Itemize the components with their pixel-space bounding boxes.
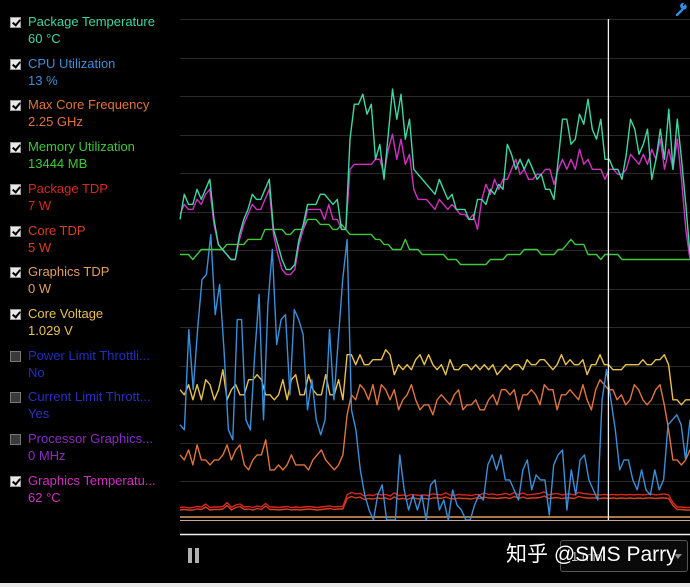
legend-label: Power Limit Throttli... xyxy=(28,347,150,363)
legend-checkbox[interactable] xyxy=(10,434,21,445)
legend-item[interactable]: Processor Graphics... 0 MHz xyxy=(10,429,175,469)
legend-value: 0 W xyxy=(28,281,52,297)
legend-value: Yes xyxy=(28,406,50,422)
legend-label: Graphics Temperatu... xyxy=(28,472,156,488)
legend-item[interactable]: Current Limit Thrott... Yes xyxy=(10,387,175,427)
legend-label: Memory Utilization xyxy=(28,139,135,155)
time-range-dropdown[interactable]: 1 min xyxy=(560,540,688,572)
pause-icon-bar-left xyxy=(188,548,192,563)
legend-checkbox[interactable] xyxy=(10,267,21,279)
series-line-max-core-frequency xyxy=(179,379,690,471)
legend-label: Max Core Frequency xyxy=(28,97,150,113)
legend-item[interactable]: Max Core Frequency 2.25 GHz xyxy=(10,95,175,135)
legend-item[interactable]: CPU Utilization 13 % xyxy=(10,54,175,94)
series-line-memory-utilization xyxy=(180,218,690,266)
bottom-edge xyxy=(0,583,690,587)
legend-label: Processor Graphics... xyxy=(28,431,153,446)
legend-checkbox[interactable] xyxy=(10,183,21,195)
legend-value: 2.25 GHz xyxy=(28,114,83,130)
legend-label: CPU Utilization xyxy=(28,55,116,71)
legend-checkbox[interactable] xyxy=(10,350,21,362)
legend-label: Current Limit Thrott... xyxy=(28,389,151,405)
legend-label: Core Voltage xyxy=(28,305,104,321)
legend-label: Package Temperature xyxy=(28,14,155,29)
chart-series xyxy=(179,88,690,521)
legend-checkbox[interactable] xyxy=(10,100,21,112)
watermark-text: 知乎 @SMS Parry xyxy=(506,543,677,566)
pause-icon-bar-right xyxy=(195,548,199,563)
series-line-core-tdp xyxy=(179,495,690,511)
legend-checkbox[interactable] xyxy=(10,17,21,28)
legend-item[interactable]: Graphics Temperatu... 62 °C xyxy=(10,471,175,511)
chart-grid xyxy=(180,19,690,482)
legend-item[interactable]: Core Voltage 1.029 V xyxy=(10,304,175,344)
series-line-package-tdp xyxy=(179,491,690,509)
legend-value: 62 °C xyxy=(28,489,61,505)
series-line-core-voltage xyxy=(179,349,690,406)
legend-checkbox[interactable] xyxy=(10,58,21,70)
legend-item[interactable]: Memory Utilization 13444 MB xyxy=(10,137,175,177)
legend-panel: Package Temperature 60 °C CPU Utilization 1… xyxy=(0,0,175,520)
legend-item[interactable]: Package TDP 7 W xyxy=(10,179,175,219)
legend-checkbox[interactable] xyxy=(10,225,21,237)
legend-checkbox[interactable] xyxy=(10,392,21,404)
legend-item[interactable]: Package Temperature 60 °C xyxy=(10,12,175,52)
legend-value: 13 % xyxy=(28,72,58,88)
legend-value: 60 °C xyxy=(28,31,61,46)
legend-value: 1.029 V xyxy=(28,322,73,338)
legend-value: 0 MHz xyxy=(28,448,66,463)
legend-item[interactable]: Power Limit Throttli... No xyxy=(10,346,175,386)
legend-checkbox[interactable] xyxy=(10,475,21,487)
pause-button[interactable] xyxy=(188,548,202,564)
series-line-cpu-utilization xyxy=(179,233,690,521)
series-line-package-temperature xyxy=(179,88,690,271)
legend-label: Package TDP xyxy=(28,180,108,196)
legend-value: 5 W xyxy=(28,239,52,255)
time-range-value: 1 min xyxy=(571,549,603,564)
legend-value: No xyxy=(28,364,45,380)
legend-value: 7 W xyxy=(28,197,52,213)
legend-checkbox[interactable] xyxy=(10,308,21,320)
wrench-icon[interactable] xyxy=(674,2,688,17)
legend-value: 13444 MB xyxy=(28,156,88,172)
legend-checkbox[interactable] xyxy=(10,142,21,154)
series-line-graphics-temperature xyxy=(179,133,690,276)
legend-item[interactable]: Core TDP 5 W xyxy=(10,221,175,261)
legend-label: Core TDP xyxy=(28,222,86,238)
legend-item[interactable]: Graphics TDP 0 W xyxy=(10,262,175,302)
legend-label: Graphics TDP xyxy=(28,264,110,280)
chevron-down-icon xyxy=(674,554,682,559)
